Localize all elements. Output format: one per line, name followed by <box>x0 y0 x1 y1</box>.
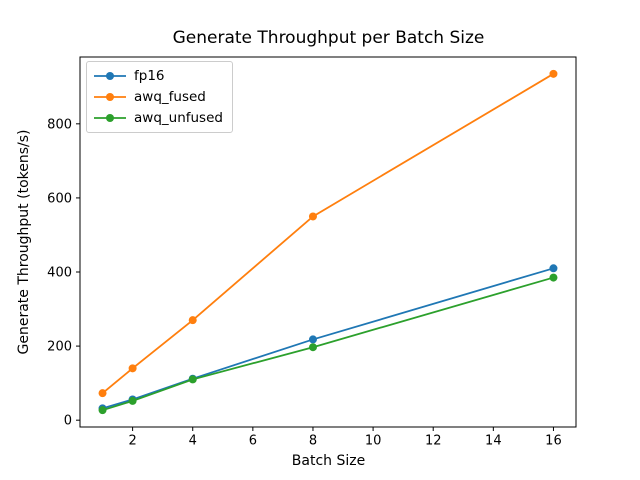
series-line-awq_unfused <box>102 276 554 412</box>
data-point-awq_fused <box>98 389 107 398</box>
x-tick-label: 6 <box>249 434 257 449</box>
x-axis-label: Batch Size <box>291 453 366 469</box>
legend-line-sample <box>94 114 126 122</box>
legend-label: awq_unfused <box>134 110 223 126</box>
data-point-awq_unfused <box>128 396 137 405</box>
legend-item-fp16: fp16 <box>93 67 223 85</box>
data-point-awq_fused <box>128 364 137 373</box>
y-tick-label: 0 <box>64 414 72 429</box>
data-point-awq_fused <box>308 212 317 221</box>
data-point-awq_fused <box>188 316 197 325</box>
legend-marker <box>106 114 114 122</box>
legend-line-sample <box>94 93 126 101</box>
data-point-awq_unfused <box>308 343 317 352</box>
legend-label: fp16 <box>134 68 165 84</box>
data-point-fp16 <box>308 335 317 344</box>
x-tick-label: 12 <box>425 434 442 449</box>
x-tick-label: 4 <box>189 434 197 449</box>
x-tick-label: 8 <box>309 434 317 449</box>
legend-label: awq_fused <box>134 89 206 105</box>
x-tick-label: 16 <box>545 434 562 449</box>
legend: fp16 awq_fused awq_unfused <box>86 61 233 133</box>
x-tick-label: 2 <box>128 434 136 449</box>
chart-title: Generate Throughput per Batch Size <box>172 28 485 48</box>
y-tick-label: 800 <box>47 117 72 132</box>
y-tick-label: 600 <box>47 191 72 206</box>
data-point-awq_unfused <box>98 406 107 415</box>
y-tick-label: 200 <box>47 340 72 355</box>
legend-item-awq_fused: awq_fused <box>93 88 223 106</box>
data-point-awq_unfused <box>188 375 197 384</box>
legend-marker <box>106 93 114 101</box>
data-point-awq_fused <box>549 69 558 78</box>
x-tick-label: 14 <box>485 434 502 449</box>
data-point-fp16 <box>549 264 558 273</box>
plot-border <box>79 56 577 428</box>
legend-line-sample <box>94 72 126 80</box>
legend-item-awq_unfused: awq_unfused <box>93 109 223 127</box>
y-tick-label: 400 <box>47 266 72 281</box>
data-point-awq_unfused <box>549 273 558 282</box>
x-tick-label: 10 <box>365 434 382 449</box>
legend-marker <box>106 72 114 80</box>
